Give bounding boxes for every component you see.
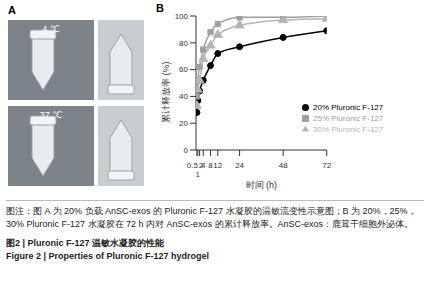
- svg-text:累计释放率 (%): 累计释放率 (%): [161, 62, 171, 124]
- svg-text:4: 4: [201, 161, 206, 170]
- svg-text:12: 12: [213, 161, 222, 170]
- svg-text:37 ℃: 37 ℃: [40, 110, 63, 120]
- svg-text:4 ℃: 4 ℃: [42, 24, 60, 34]
- svg-text:80: 80: [179, 39, 188, 48]
- svg-text:0: 0: [184, 146, 189, 155]
- svg-text:8: 8: [208, 161, 213, 170]
- svg-text:60: 60: [179, 65, 188, 74]
- html-text:B: B: [156, 2, 164, 14]
- svg-text:48: 48: [279, 161, 288, 170]
- svg-text:0.5: 0.5: [187, 161, 199, 170]
- svg-text:20: 20: [179, 119, 188, 128]
- html-text:图2 | Pluronic F-127 温敏水凝胶的性能: 图2 | Pluronic F-127 温敏水凝胶的性能: [6, 238, 164, 248]
- html-text:20% Pluronic F-127: 20% Pluronic F-127: [313, 103, 384, 112]
- html-text:30% Pluronic F-127: 30% Pluronic F-127: [313, 125, 384, 134]
- svg-text:72: 72: [322, 161, 331, 170]
- html-text:Figure 2 | Properties of Pluro: Figure 2 | Properties of Pluronic F-127 …: [6, 251, 210, 261]
- svg-text:24: 24: [235, 161, 244, 170]
- html-text:图注：图 A 为 20% 负载 AnSC-exos 的 Pl: 图注：图 A 为 20% 负载 AnSC-exos 的 Pluronic F-1…: [6, 206, 417, 229]
- html-text:25% Pluronic F-127: 25% Pluronic F-127: [313, 114, 384, 123]
- svg-text:时间 (h): 时间 (h): [246, 180, 278, 190]
- svg-text:1: 1: [196, 170, 201, 179]
- svg-text:100: 100: [175, 12, 189, 21]
- svg-text:A: A: [8, 4, 16, 16]
- svg-text:40: 40: [179, 92, 188, 101]
